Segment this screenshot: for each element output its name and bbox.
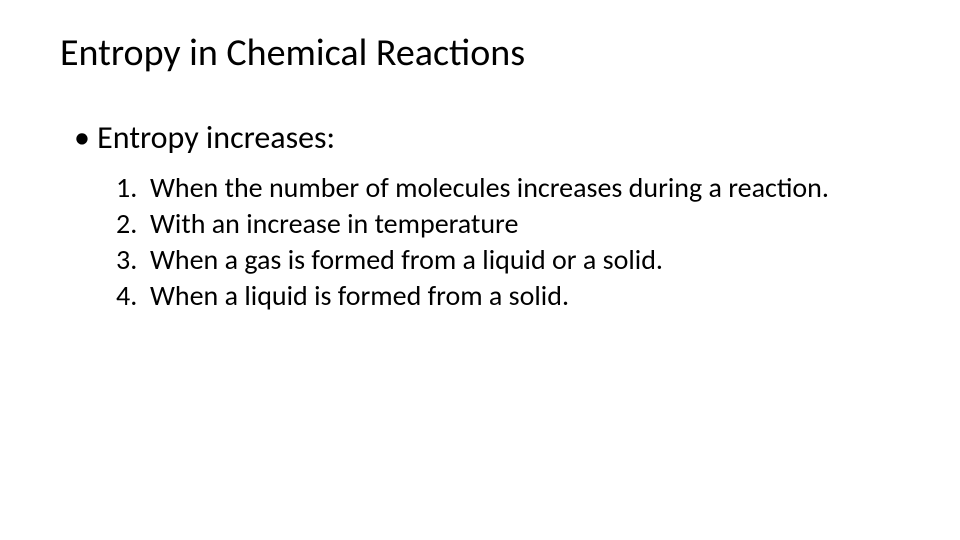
- list-item: 3. When a gas is formed from a liquid or…: [116, 243, 900, 277]
- list-item: 4. When a liquid is formed from a solid.: [116, 279, 900, 313]
- item-text: When the number of molecules increases d…: [150, 171, 900, 205]
- item-number: 1.: [116, 171, 150, 205]
- numbered-list: 1. When the number of molecules increase…: [116, 171, 900, 314]
- item-text: When a gas is formed from a liquid or a …: [150, 243, 900, 277]
- main-bullet: Entropy increases:: [74, 118, 900, 157]
- item-number: 4.: [116, 279, 150, 313]
- list-item: 1. When the number of molecules increase…: [116, 171, 900, 205]
- slide-container: Entropy in Chemical Reactions Entropy in…: [0, 0, 960, 540]
- item-number: 2.: [116, 207, 150, 241]
- list-item: 2. With an increase in temperature: [116, 207, 900, 241]
- item-number: 3.: [116, 243, 150, 277]
- item-text: When a liquid is formed from a solid.: [150, 279, 900, 313]
- slide-title: Entropy in Chemical Reactions: [60, 30, 900, 76]
- item-text: With an increase in temperature: [150, 207, 900, 241]
